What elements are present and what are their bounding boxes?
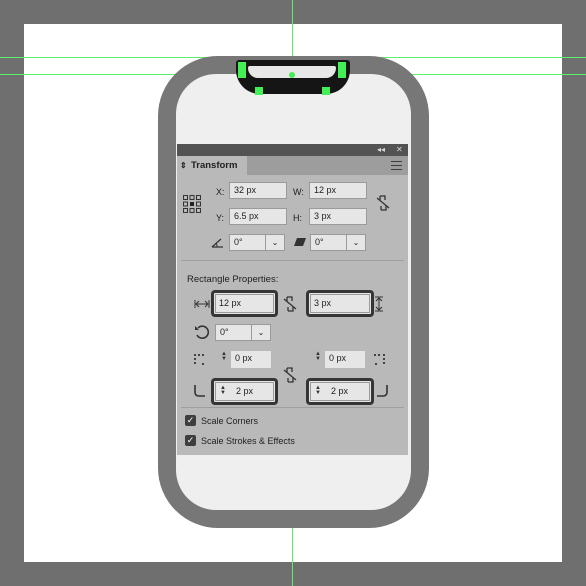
- corner-bl-stepper-icon[interactable]: ▲ ▼: [220, 385, 226, 396]
- scale-strokes-checkbox[interactable]: ✓: [185, 435, 196, 446]
- collapse-panel-icon[interactable]: ◂◂: [377, 145, 386, 154]
- rect-width-value: 12 px: [219, 298, 242, 308]
- rect-height-value: 3 px: [314, 298, 332, 308]
- corner-bottom-right-icon: [377, 385, 388, 397]
- rotate-field[interactable]: 0° ⌄: [229, 234, 285, 251]
- corner-br-stepper-icon[interactable]: ▲ ▼: [315, 385, 321, 396]
- h-field[interactable]: 3 px: [309, 208, 367, 225]
- corner-br-field[interactable]: ▲ ▼ 2 px: [306, 378, 374, 405]
- tab-expand-icon: ⇕: [180, 161, 187, 170]
- rect-rotate-field[interactable]: 0° ⌄: [215, 324, 271, 341]
- link-broken-icon[interactable]: [283, 295, 297, 313]
- rectangle-properties-title: Rectangle Properties:: [187, 274, 279, 285]
- shear-value: 0°: [315, 237, 324, 247]
- link-broken-icon[interactable]: [376, 194, 390, 212]
- selection-handle-bottom-left[interactable]: [255, 87, 263, 95]
- corner-bl-field[interactable]: ▲ ▼ 2 px: [211, 378, 278, 405]
- reference-point-icon[interactable]: [182, 194, 202, 214]
- panel-menu-icon[interactable]: [391, 161, 402, 170]
- selection-center-point[interactable]: [289, 72, 295, 78]
- corner-tr-stepper-icon[interactable]: ▲ ▼: [315, 351, 321, 362]
- w-field[interactable]: 12 px: [309, 182, 367, 199]
- x-label: X:: [216, 187, 225, 197]
- corner-br-value: 2 px: [331, 386, 349, 396]
- rotate-angle-icon: [211, 238, 223, 248]
- shear-dropdown-icon[interactable]: ⌄: [346, 235, 365, 250]
- h-label: H:: [293, 213, 302, 223]
- divider: [181, 260, 404, 261]
- shear-field[interactable]: 0° ⌄: [310, 234, 366, 251]
- transform-panel: ◂◂ ✕ ⇕ Transform X: 32 px Y: 6.5 px W: 1…: [177, 144, 408, 455]
- panel-tab-bar: ⇕ Transform: [177, 156, 408, 175]
- w-label: W:: [293, 187, 304, 197]
- rect-rotate-value: 0°: [220, 327, 229, 337]
- rotate-circle-icon: [195, 325, 210, 339]
- corner-tr-field[interactable]: 0 px: [325, 351, 365, 368]
- link-broken-icon[interactable]: [283, 366, 297, 384]
- corner-bottom-left-icon: [194, 385, 205, 397]
- tab-transform-label: Transform: [191, 160, 238, 171]
- corner-top-right-icon: [374, 354, 385, 365]
- scale-strokes-label: Scale Strokes & Effects: [201, 436, 295, 446]
- corner-top-left-icon: [194, 354, 204, 365]
- selection-handle-bottom-right[interactable]: [322, 87, 330, 95]
- selection-handle-mid-right[interactable]: [338, 70, 346, 78]
- close-panel-icon[interactable]: ✕: [396, 145, 403, 154]
- corner-tl-field[interactable]: 0 px: [231, 351, 271, 368]
- selection-handle-top-left[interactable]: [238, 62, 246, 70]
- divider: [181, 407, 404, 408]
- panel-title-bar: ◂◂ ✕: [177, 144, 408, 156]
- width-arrows-icon: [194, 300, 210, 308]
- height-arrows-icon: [375, 296, 383, 312]
- rect-height-field[interactable]: 3 px: [306, 290, 374, 317]
- rotate-value: 0°: [234, 237, 243, 247]
- rect-width-field[interactable]: 12 px: [211, 290, 278, 317]
- corner-tl-stepper-icon[interactable]: ▲ ▼: [221, 351, 227, 362]
- selection-handle-top-right[interactable]: [338, 62, 346, 70]
- corner-bl-value: 2 px: [236, 386, 254, 396]
- rotate-dropdown-icon[interactable]: ⌄: [265, 235, 284, 250]
- tab-transform[interactable]: ⇕ Transform: [177, 156, 247, 175]
- rect-rotate-dropdown-icon[interactable]: ⌄: [251, 325, 270, 340]
- y-field[interactable]: 6.5 px: [229, 208, 287, 225]
- scale-corners-checkbox[interactable]: ✓: [185, 415, 196, 426]
- y-label: Y:: [216, 213, 225, 223]
- selection-handle-mid-left[interactable]: [238, 70, 246, 78]
- x-field[interactable]: 32 px: [229, 182, 287, 199]
- shear-icon: [294, 238, 306, 246]
- scale-corners-label: Scale Corners: [201, 416, 259, 426]
